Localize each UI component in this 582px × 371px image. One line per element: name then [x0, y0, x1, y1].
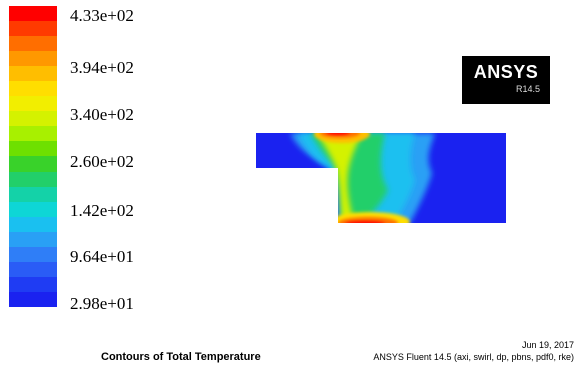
legend-swatch: [9, 126, 57, 142]
legend-swatch: [9, 51, 57, 67]
legend-swatch: [9, 21, 57, 37]
legend-swatch: [9, 276, 57, 292]
legend-label-max: 4.33e+02: [70, 6, 134, 25]
logo-version-text: R14.5: [515, 84, 540, 94]
legend-swatch: [9, 291, 57, 307]
legend-swatch: [9, 246, 57, 262]
legend-swatch: [9, 231, 57, 247]
legend-swatch: [9, 186, 57, 202]
legend-swatch: [9, 36, 57, 52]
legend-swatch: [9, 6, 57, 22]
legend-swatch: [9, 216, 57, 232]
solver-info: ANSYS Fluent 14.5 (axi, swirl, dp, pbns,…: [373, 352, 574, 362]
hot-band-bottom-mid: [338, 217, 398, 223]
legend-label-3: 3.40e+02: [70, 105, 134, 124]
contour-band-green: [310, 133, 388, 223]
contour-band-yellow: [318, 133, 362, 223]
color-legend-bar: [9, 6, 57, 307]
legend-label-6: 9.64e+01: [70, 247, 134, 266]
legend-swatch: [9, 201, 57, 217]
legend-swatch: [9, 156, 57, 172]
hot-spot-top-core: [326, 133, 350, 135]
domain-group: [256, 133, 506, 223]
legend-label-4: 2.60e+02: [70, 152, 134, 171]
ansys-logo: ANSYS R14.5: [462, 56, 550, 104]
legend-swatch: [9, 141, 57, 157]
legend-label-5: 1.42e+02: [70, 201, 134, 220]
contour-plot: [256, 133, 506, 223]
legend-label-min: 2.98e+01: [70, 294, 134, 313]
legend-swatch: [9, 96, 57, 112]
legend-swatch: [9, 66, 57, 82]
legend-label-2: 3.94e+02: [70, 58, 134, 77]
logo-brand-text: ANSYS: [473, 62, 539, 82]
legend-swatch: [9, 171, 57, 187]
legend-swatch: [9, 261, 57, 277]
hot-spot-top-mid: [320, 133, 360, 138]
legend-swatch: [9, 81, 57, 97]
plot-date: Jun 19, 2017: [521, 340, 574, 350]
legend-swatch: [9, 111, 57, 127]
plot-title: Contours of Total Temperature: [101, 351, 261, 363]
hot-band-bottom-core: [345, 221, 385, 223]
